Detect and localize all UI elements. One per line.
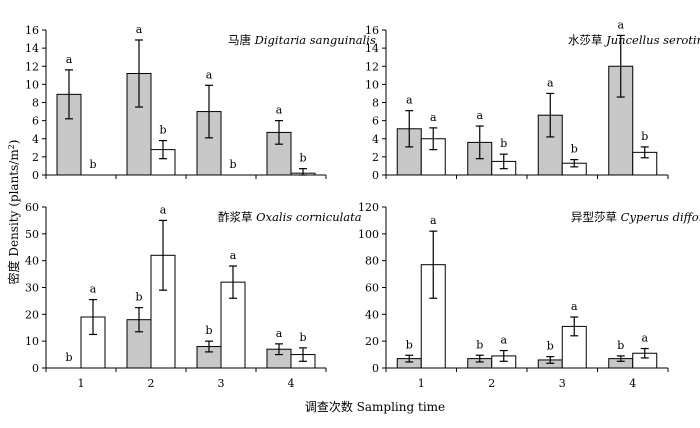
significance-label: a xyxy=(90,283,97,296)
significance-label: a xyxy=(276,327,283,340)
significance-label: b xyxy=(476,338,483,351)
y-tick-label: 6 xyxy=(372,115,379,128)
significance-label: a xyxy=(160,203,167,216)
y-tick-label: 40 xyxy=(365,308,379,321)
significance-label: a xyxy=(476,109,483,122)
y-tick-label: 0 xyxy=(32,169,39,182)
y-tick-label: 16 xyxy=(25,24,39,37)
significance-label: b xyxy=(571,143,578,156)
x-tick-label: 4 xyxy=(629,377,636,390)
x-tick-label: 2 xyxy=(488,377,495,390)
panel-3: 0 10 20 30 40 50 60 1 2 3 4 b b b a a a a b 酢浆草 Oxalis corn… xyxy=(25,201,362,390)
y-tick-label: 50 xyxy=(25,228,39,241)
panel-title-latin: Juncellus serotinus xyxy=(604,33,700,47)
y-tick-label: 0 xyxy=(372,362,379,375)
panel-2: 0 2 4 6 8 10 12 14 16 a a a a a b b b 水莎草 Juncellus serot… xyxy=(365,18,700,182)
panel-title: 马唐 Digitaria sanguinalis xyxy=(228,33,376,47)
y-tick-label: 40 xyxy=(25,255,39,268)
y-tick-label: 60 xyxy=(25,201,39,214)
significance-label: b xyxy=(299,152,306,165)
panel-title-latin: Cyperus difformis xyxy=(621,210,700,224)
y-tick-label: 10 xyxy=(25,335,39,348)
y-tick-label: 2 xyxy=(32,151,39,164)
significance-label: a xyxy=(500,334,507,347)
x-tick-label: 3 xyxy=(218,377,225,390)
y-tick-label: 100 xyxy=(358,228,379,241)
y-tick-label: 10 xyxy=(25,78,39,91)
significance-label: b xyxy=(205,324,212,337)
significance-label: a xyxy=(66,53,73,66)
y-tick-label: 12 xyxy=(25,60,39,73)
significance-label: a xyxy=(641,332,648,345)
y-tick-label: 2 xyxy=(372,151,379,164)
x-tick-label: 1 xyxy=(418,377,425,390)
significance-label: b xyxy=(500,137,507,150)
x-axis-label: 调查次数 Sampling time xyxy=(305,399,445,414)
y-tick-label: 6 xyxy=(32,115,39,128)
y-tick-label: 80 xyxy=(365,255,379,268)
panel-title-cn: 马唐 xyxy=(228,33,255,47)
y-tick-label: 16 xyxy=(365,24,379,37)
x-tick-label: 3 xyxy=(559,377,566,390)
significance-label: a xyxy=(136,23,143,36)
y-tick-label: 8 xyxy=(32,97,39,110)
significance-label: a xyxy=(230,249,237,262)
significance-label: a xyxy=(571,300,578,313)
significance-label: b xyxy=(65,351,72,364)
y-tick-label: 120 xyxy=(358,201,379,214)
y-tick-label: 8 xyxy=(372,97,379,110)
significance-label: a xyxy=(406,94,413,107)
significance-label: b xyxy=(89,158,96,171)
y-axis-label-tail: ) xyxy=(7,140,21,145)
panel-title: 酢浆草 Oxalis corniculata xyxy=(218,210,362,224)
x-tick-label: 1 xyxy=(78,377,85,390)
y-axis-label-main: 密度 Density (plants/m xyxy=(6,149,21,285)
significance-label: b xyxy=(229,158,236,171)
panel-1: 0 2 4 6 8 10 12 14 16 a a a a b b b b 马唐 Digitaria sangui… xyxy=(25,23,376,182)
y-axis-label-superscript: 2 xyxy=(7,144,16,149)
significance-label: a xyxy=(276,104,283,117)
significance-label: b xyxy=(135,291,142,304)
x-tick-label: 2 xyxy=(148,377,155,390)
y-tick-label: 12 xyxy=(365,60,379,73)
y-tick-label: 60 xyxy=(365,282,379,295)
y-tick-label: 10 xyxy=(365,78,379,91)
panel-4: 0 20 40 60 80 100 120 1 2 3 4 b b b b a a a a 异型莎草 Cyperus … xyxy=(358,201,700,390)
y-tick-label: 4 xyxy=(32,133,39,146)
panel-title-cn: 酢浆草 xyxy=(218,210,256,224)
y-tick-label: 0 xyxy=(372,169,379,182)
significance-label: b xyxy=(547,340,554,353)
significance-label: b xyxy=(406,338,413,351)
panel-title: 异型莎草 Cyperus difformis xyxy=(571,210,700,224)
y-tick-label: 14 xyxy=(25,42,39,55)
significance-label: a xyxy=(547,76,554,89)
significance-label: a xyxy=(206,68,213,81)
x-tick-label: 4 xyxy=(288,377,295,390)
significance-label: b xyxy=(617,339,624,352)
y-axis-label: 密度 Density (plants/m2) xyxy=(6,140,21,285)
significance-label: a xyxy=(617,18,624,31)
y-tick-label: 20 xyxy=(25,308,39,321)
y-tick-label: 0 xyxy=(32,362,39,375)
panel-title-latin: Digitaria sanguinalis xyxy=(254,33,376,47)
y-tick-label: 20 xyxy=(365,335,379,348)
panel-title-latin: Oxalis corniculata xyxy=(256,210,362,224)
y-tick-label: 4 xyxy=(372,133,379,146)
panel-title-cn: 水莎草 xyxy=(568,33,606,47)
panel-title: 水莎草 Juncellus serotinus xyxy=(568,33,700,47)
panel-title-cn: 异型莎草 xyxy=(571,210,621,224)
significance-label: a xyxy=(430,111,437,124)
significance-label: b xyxy=(159,124,166,137)
y-tick-label: 30 xyxy=(25,282,39,295)
significance-label: b xyxy=(641,130,648,143)
significance-label: b xyxy=(299,331,306,344)
significance-label: a xyxy=(430,214,437,227)
y-tick-label: 14 xyxy=(365,42,379,55)
